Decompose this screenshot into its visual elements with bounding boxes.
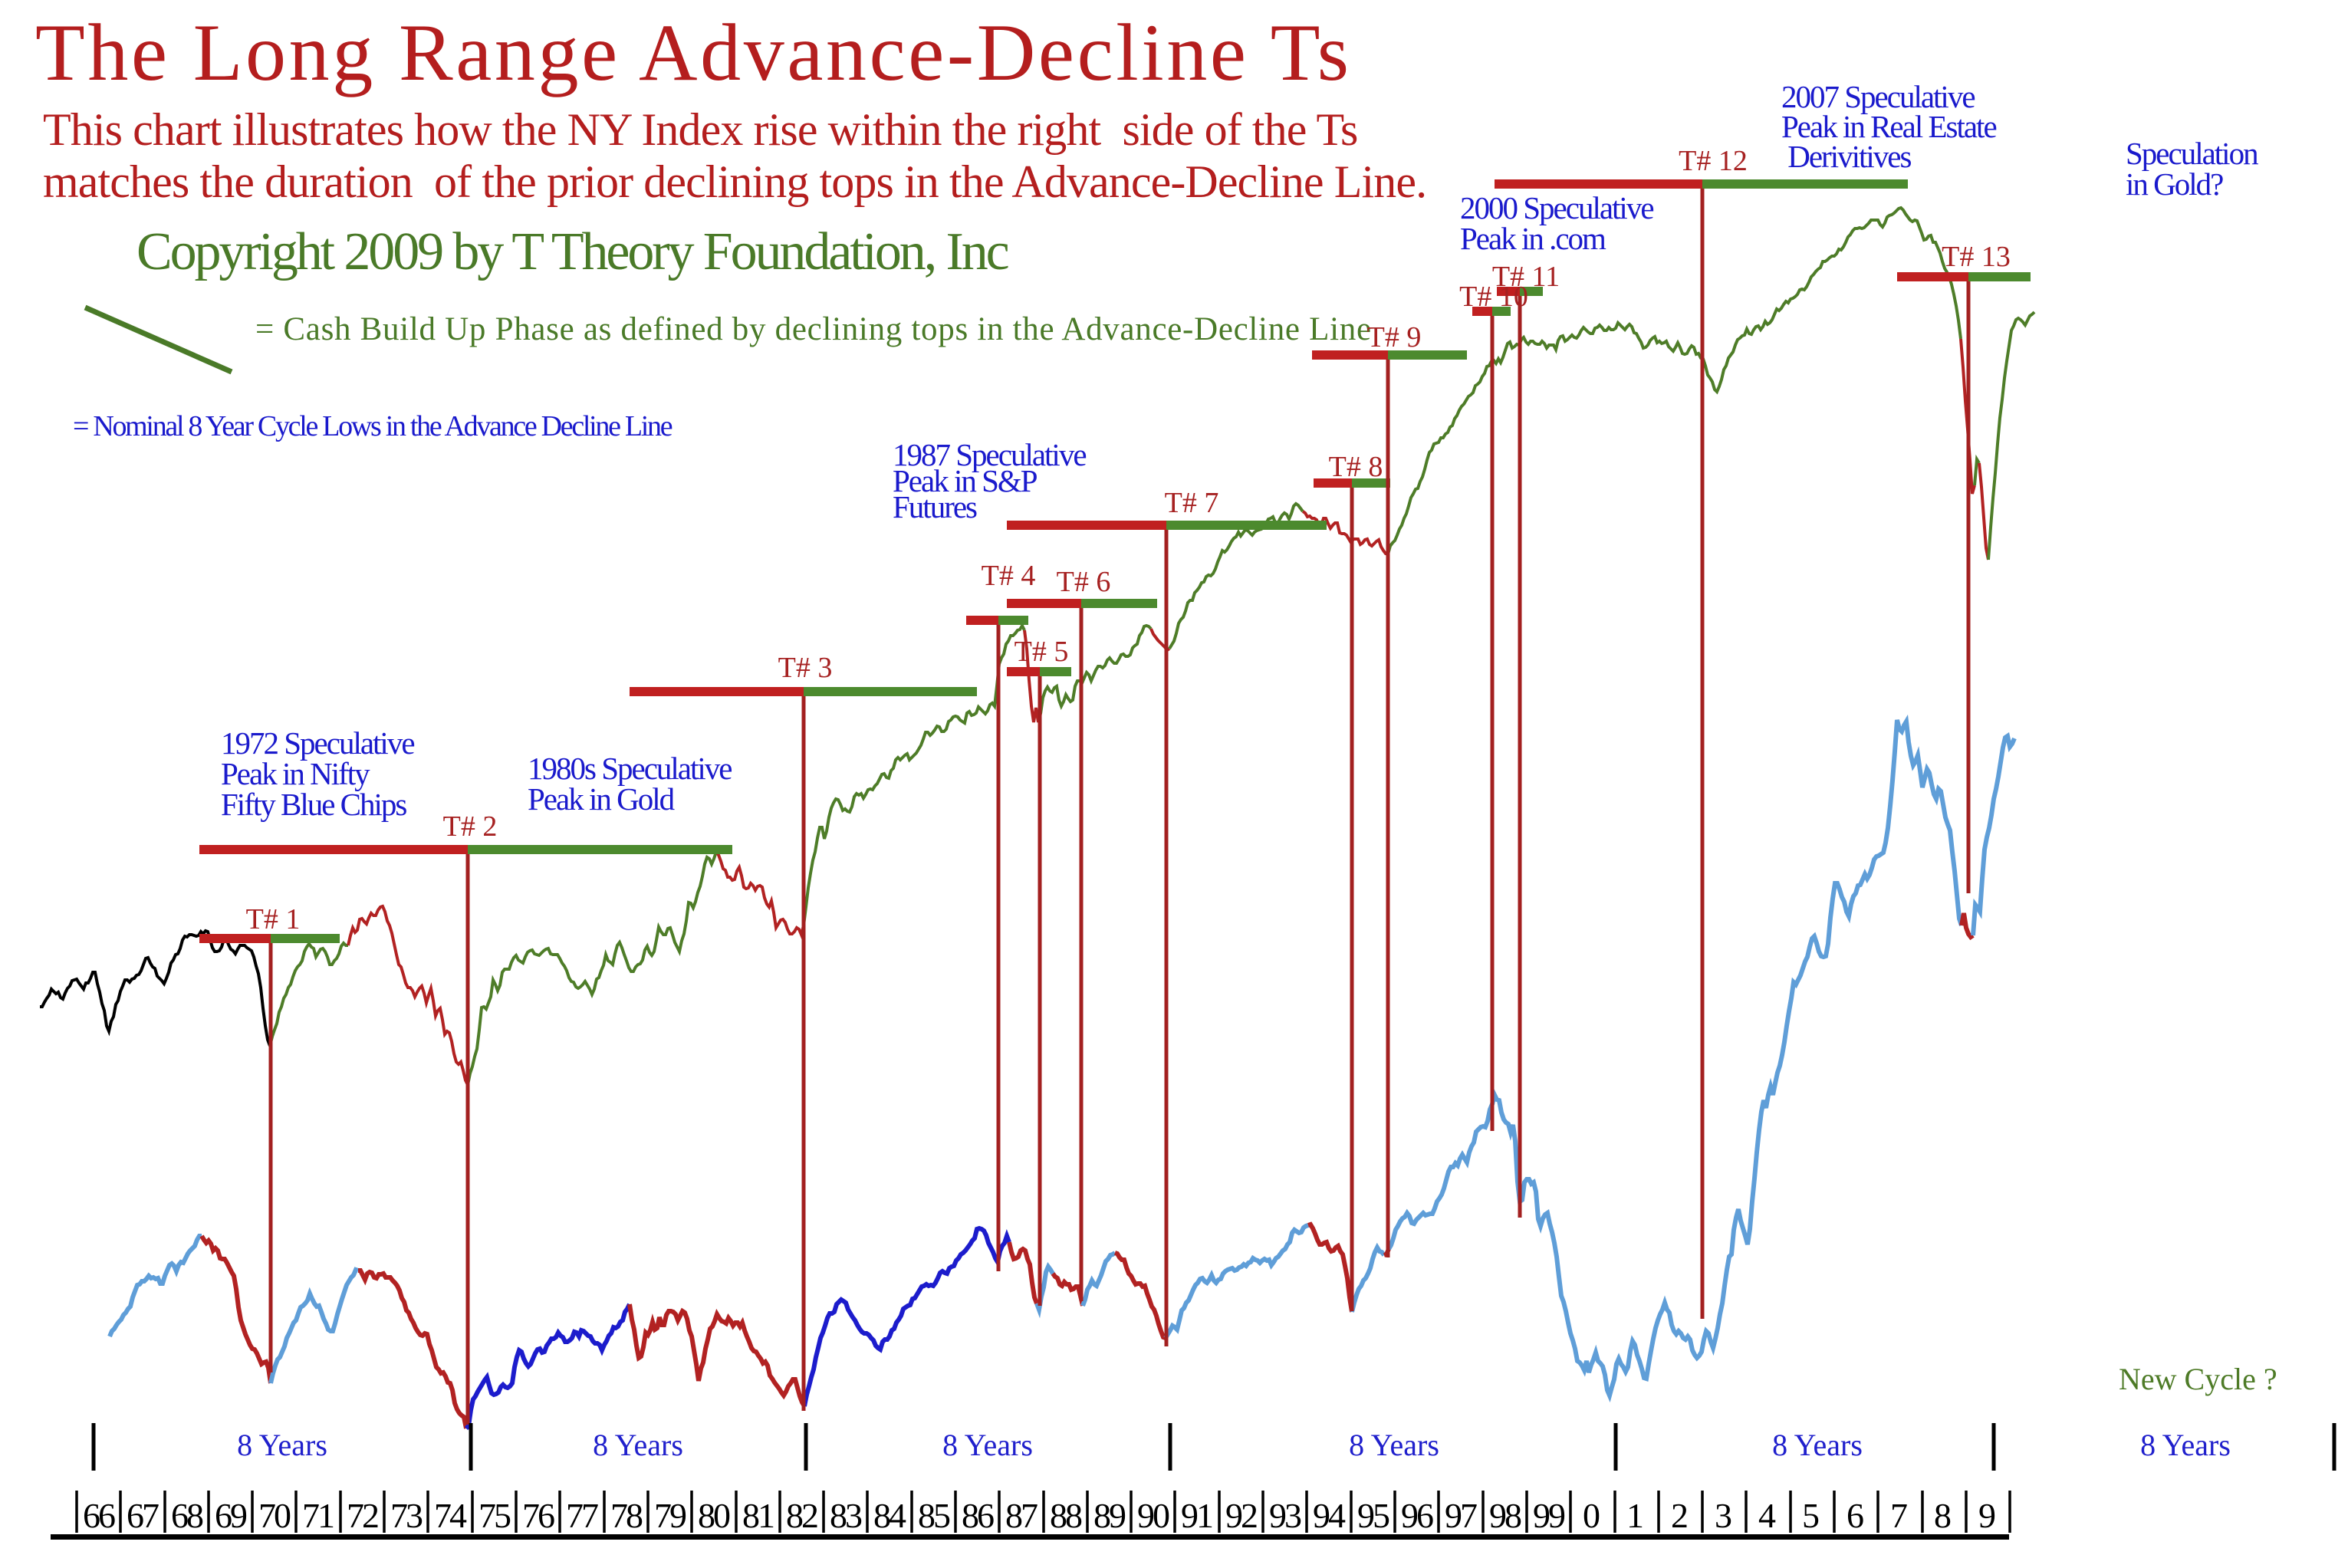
svg-text:74: 74	[434, 1496, 467, 1535]
svg-text:68: 68	[171, 1496, 203, 1535]
svg-text:80: 80	[698, 1496, 730, 1535]
svg-text:98: 98	[1489, 1496, 1521, 1535]
svg-text:7: 7	[1890, 1496, 1907, 1535]
svg-text:Peak in .com: Peak in .com	[1460, 221, 1606, 256]
svg-text:79: 79	[654, 1496, 686, 1535]
svg-text:2007 Speculative: 2007 Speculative	[1781, 79, 1975, 114]
svg-text:T# 13: T# 13	[1942, 241, 2011, 273]
svg-text:1: 1	[1626, 1496, 1643, 1535]
svg-text:91: 91	[1181, 1496, 1212, 1535]
svg-text:T# 1: T# 1	[246, 903, 301, 935]
svg-text:T# 3: T# 3	[778, 652, 833, 684]
svg-text:8 Years: 8 Years	[942, 1428, 1033, 1462]
svg-text:1987 Speculative: 1987 Speculative	[893, 437, 1086, 472]
svg-text:89: 89	[1093, 1496, 1126, 1535]
svg-text:3: 3	[1715, 1496, 1731, 1535]
svg-text:71: 71	[302, 1496, 334, 1535]
svg-text:95: 95	[1357, 1496, 1389, 1535]
svg-text:2: 2	[1671, 1496, 1687, 1535]
svg-text:8: 8	[1934, 1496, 1951, 1535]
svg-text:4: 4	[1758, 1496, 1776, 1535]
svg-text:in Gold?: in Gold?	[2126, 166, 2223, 202]
svg-text:Copyright 2009 by T Theory Fou: Copyright 2009 by T Theory Foundation, I…	[136, 222, 1008, 281]
svg-text:= Nominal 8 Year Cycle Lows in: = Nominal 8 Year Cycle Lows in the Advan…	[73, 410, 673, 442]
svg-text:84: 84	[873, 1496, 906, 1535]
svg-text:82: 82	[786, 1496, 817, 1535]
svg-text:81: 81	[742, 1496, 774, 1535]
svg-text:73: 73	[390, 1496, 423, 1535]
svg-text:67: 67	[127, 1496, 159, 1535]
svg-text:2000 Speculative: 2000 Speculative	[1460, 190, 1653, 225]
svg-text:87: 87	[1005, 1496, 1038, 1535]
svg-text:8 Years: 8 Years	[1349, 1428, 1439, 1462]
svg-text:T# 7: T# 7	[1165, 487, 1219, 519]
svg-text:Peak in S&P: Peak in S&P	[893, 463, 1038, 498]
svg-text:Fifty Blue Chips: Fifty Blue Chips	[221, 787, 406, 822]
svg-text:T# 4: T# 4	[982, 560, 1036, 592]
svg-text:8 Years: 8 Years	[2140, 1428, 2231, 1462]
svg-text:6: 6	[1847, 1496, 1863, 1535]
svg-text:T# 11: T# 11	[1492, 261, 1560, 293]
svg-text:70: 70	[258, 1496, 291, 1535]
svg-text:69: 69	[215, 1496, 247, 1535]
svg-text:0: 0	[1583, 1496, 1600, 1535]
svg-text:1980s Speculative: 1980s Speculative	[528, 751, 732, 786]
svg-text:Peak in Nifty: Peak in Nifty	[221, 756, 370, 791]
svg-text:Peak in Gold: Peak in Gold	[528, 781, 675, 817]
svg-text:8 Years: 8 Years	[237, 1428, 327, 1462]
svg-text:New Cycle ?: New Cycle ?	[2119, 1362, 2277, 1396]
svg-text:T# 6: T# 6	[1057, 566, 1111, 598]
svg-text:94: 94	[1313, 1496, 1346, 1535]
svg-text:T# 5: T# 5	[1015, 636, 1069, 668]
svg-text:1972 Speculative: 1972 Speculative	[221, 725, 414, 761]
svg-text:86: 86	[962, 1496, 994, 1535]
svg-text:T# 8: T# 8	[1329, 451, 1383, 483]
svg-text:8 Years: 8 Years	[1772, 1428, 1863, 1462]
svg-text:77: 77	[566, 1496, 598, 1535]
svg-text:Derivitives: Derivitives	[1781, 139, 1911, 174]
svg-text:66: 66	[83, 1496, 115, 1535]
svg-text:T# 12: T# 12	[1679, 145, 1748, 177]
svg-text:8 Years: 8 Years	[593, 1428, 683, 1462]
svg-text:This chart illustrates how the: This chart illustrates how the NY Index …	[43, 104, 1358, 155]
svg-text:96: 96	[1401, 1496, 1433, 1535]
svg-text:Futures: Futures	[893, 489, 977, 524]
svg-text:= Cash Build Up Phase as defin: = Cash Build Up Phase as defined by decl…	[255, 311, 1372, 347]
svg-text:Speculation: Speculation	[2126, 136, 2258, 171]
svg-text:92: 92	[1225, 1496, 1257, 1535]
svg-text:T# 9: T# 9	[1367, 321, 1422, 353]
svg-text:78: 78	[610, 1496, 643, 1535]
svg-text:90: 90	[1137, 1496, 1169, 1535]
svg-text:The Long Range Advance-Decline: The Long Range Advance-Decline Ts	[35, 8, 1352, 97]
svg-text:matches the duration of the p: matches the duration of the prior declin…	[43, 156, 1426, 207]
svg-text:85: 85	[918, 1496, 950, 1535]
svg-text:T# 10: T# 10	[1459, 281, 1528, 313]
svg-text:9: 9	[1978, 1496, 1995, 1535]
svg-text:T# 2: T# 2	[443, 810, 498, 843]
svg-text:5: 5	[1802, 1496, 1819, 1535]
svg-text:99: 99	[1533, 1496, 1565, 1535]
svg-text:83: 83	[830, 1496, 862, 1535]
svg-text:97: 97	[1445, 1496, 1477, 1535]
svg-text:76: 76	[522, 1496, 554, 1535]
svg-text:75: 75	[478, 1496, 511, 1535]
svg-text:72: 72	[347, 1496, 378, 1535]
svg-text:Peak in Real Estate: Peak in Real Estate	[1781, 109, 1996, 144]
svg-text:93: 93	[1269, 1496, 1301, 1535]
svg-text:88: 88	[1050, 1496, 1082, 1535]
